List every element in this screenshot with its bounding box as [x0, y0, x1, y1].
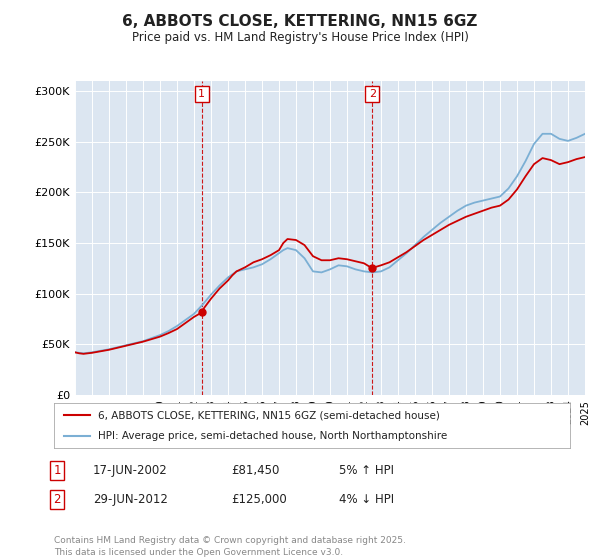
Text: £125,000: £125,000 [231, 493, 287, 506]
Text: 5% ↑ HPI: 5% ↑ HPI [339, 464, 394, 477]
Text: 17-JUN-2002: 17-JUN-2002 [93, 464, 168, 477]
Text: 2: 2 [369, 89, 376, 99]
Text: 6, ABBOTS CLOSE, KETTERING, NN15 6GZ: 6, ABBOTS CLOSE, KETTERING, NN15 6GZ [122, 14, 478, 29]
Text: Contains HM Land Registry data © Crown copyright and database right 2025.
This d: Contains HM Land Registry data © Crown c… [54, 536, 406, 557]
Text: Price paid vs. HM Land Registry's House Price Index (HPI): Price paid vs. HM Land Registry's House … [131, 31, 469, 44]
Text: 1: 1 [199, 89, 205, 99]
Text: 6, ABBOTS CLOSE, KETTERING, NN15 6GZ (semi-detached house): 6, ABBOTS CLOSE, KETTERING, NN15 6GZ (se… [98, 410, 440, 421]
Text: 4% ↓ HPI: 4% ↓ HPI [339, 493, 394, 506]
Text: £81,450: £81,450 [231, 464, 280, 477]
Text: HPI: Average price, semi-detached house, North Northamptonshire: HPI: Average price, semi-detached house,… [98, 431, 447, 441]
Text: 2: 2 [53, 493, 61, 506]
Text: 1: 1 [53, 464, 61, 477]
Text: 29-JUN-2012: 29-JUN-2012 [93, 493, 168, 506]
